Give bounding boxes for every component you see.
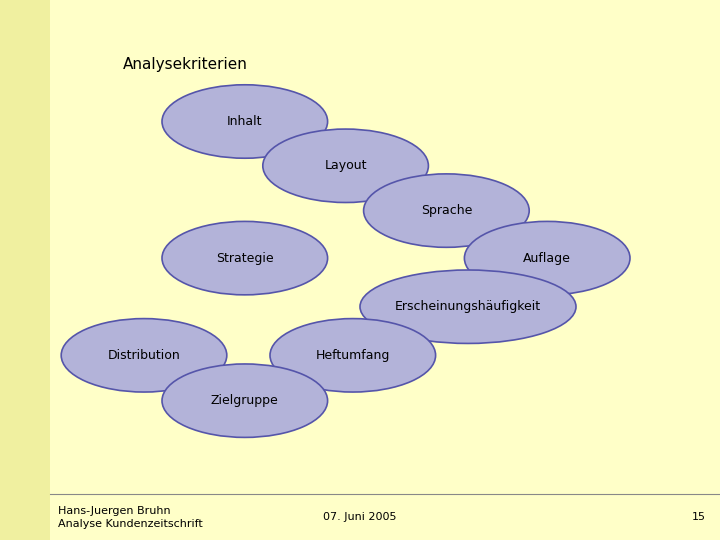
Text: Inhalt: Inhalt — [227, 115, 263, 128]
Ellipse shape — [464, 221, 630, 295]
Text: Heftumfang: Heftumfang — [315, 349, 390, 362]
Text: Strategie: Strategie — [216, 252, 274, 265]
Text: Hans-Juergen Bruhn
Analyse Kundenzeitschrift: Hans-Juergen Bruhn Analyse Kundenzeitsch… — [58, 506, 202, 529]
Text: Analysekriterien: Analysekriterien — [122, 57, 247, 72]
Text: Distribution: Distribution — [107, 349, 181, 362]
Text: 15: 15 — [692, 512, 706, 522]
Ellipse shape — [162, 364, 328, 437]
FancyBboxPatch shape — [0, 0, 50, 540]
Ellipse shape — [61, 319, 227, 392]
Ellipse shape — [360, 270, 576, 343]
Text: Layout: Layout — [324, 159, 367, 172]
Ellipse shape — [162, 221, 328, 295]
Text: Auflage: Auflage — [523, 252, 571, 265]
Ellipse shape — [364, 174, 529, 247]
Ellipse shape — [270, 319, 436, 392]
Text: Erscheinungshäufigkeit: Erscheinungshäufigkeit — [395, 300, 541, 313]
Ellipse shape — [263, 129, 428, 202]
Text: Sprache: Sprache — [420, 204, 472, 217]
Ellipse shape — [162, 85, 328, 158]
Text: Zielgruppe: Zielgruppe — [211, 394, 279, 407]
Text: 07. Juni 2005: 07. Juni 2005 — [323, 512, 397, 522]
